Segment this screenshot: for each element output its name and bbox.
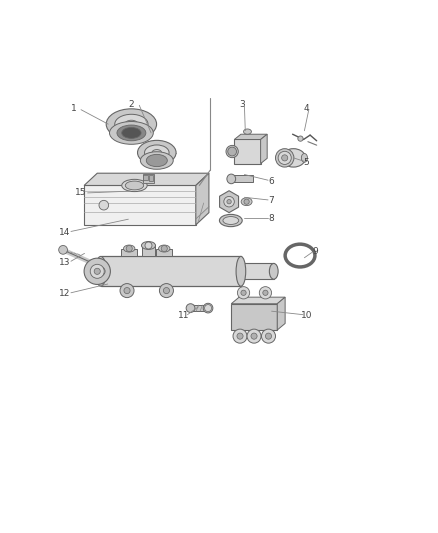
- Bar: [241, 263, 274, 279]
- Polygon shape: [196, 173, 209, 225]
- Bar: [149, 175, 153, 181]
- Circle shape: [120, 284, 134, 297]
- Ellipse shape: [276, 149, 294, 167]
- Circle shape: [298, 136, 303, 141]
- Ellipse shape: [117, 125, 146, 141]
- Bar: [101, 256, 241, 286]
- Ellipse shape: [269, 263, 278, 279]
- Bar: [234, 140, 261, 164]
- Ellipse shape: [115, 114, 148, 134]
- Circle shape: [145, 242, 152, 249]
- Ellipse shape: [141, 241, 155, 249]
- Ellipse shape: [226, 146, 238, 158]
- Text: 5: 5: [304, 158, 310, 167]
- Circle shape: [237, 333, 243, 339]
- Ellipse shape: [138, 140, 176, 165]
- Text: 2: 2: [129, 100, 134, 109]
- Ellipse shape: [152, 150, 162, 156]
- Circle shape: [59, 246, 67, 254]
- Circle shape: [237, 287, 250, 299]
- Text: 3: 3: [239, 100, 245, 109]
- Polygon shape: [84, 173, 209, 185]
- Bar: [142, 246, 155, 256]
- Ellipse shape: [140, 152, 173, 169]
- Circle shape: [84, 258, 110, 285]
- Circle shape: [278, 151, 291, 165]
- Ellipse shape: [124, 245, 135, 252]
- Polygon shape: [84, 185, 196, 225]
- Circle shape: [233, 329, 247, 343]
- Circle shape: [251, 333, 257, 339]
- Circle shape: [282, 155, 288, 161]
- Text: 7: 7: [268, 196, 275, 205]
- Polygon shape: [261, 134, 267, 164]
- Ellipse shape: [122, 179, 147, 191]
- Text: 15: 15: [75, 189, 87, 197]
- Ellipse shape: [125, 120, 138, 128]
- Bar: [143, 174, 154, 183]
- Text: 6: 6: [268, 176, 275, 185]
- Ellipse shape: [219, 214, 242, 227]
- Polygon shape: [277, 297, 285, 330]
- Ellipse shape: [125, 181, 144, 190]
- Text: 8: 8: [268, 214, 275, 223]
- Circle shape: [228, 147, 237, 156]
- Circle shape: [247, 329, 261, 343]
- Bar: [231, 175, 253, 182]
- Text: 4: 4: [304, 104, 309, 114]
- Ellipse shape: [122, 127, 141, 139]
- Ellipse shape: [106, 109, 157, 140]
- Circle shape: [263, 290, 268, 295]
- Circle shape: [163, 287, 170, 294]
- Ellipse shape: [301, 154, 307, 162]
- Bar: [231, 304, 277, 330]
- Text: 9: 9: [312, 247, 318, 256]
- Ellipse shape: [110, 122, 153, 144]
- Bar: [143, 175, 148, 180]
- Circle shape: [205, 304, 212, 312]
- Circle shape: [244, 199, 249, 204]
- Circle shape: [259, 287, 272, 299]
- Circle shape: [124, 287, 130, 294]
- Polygon shape: [234, 134, 267, 140]
- Ellipse shape: [186, 304, 195, 312]
- Bar: [191, 305, 208, 311]
- Ellipse shape: [227, 174, 236, 184]
- Circle shape: [161, 246, 167, 252]
- Text: 10: 10: [301, 311, 312, 320]
- Ellipse shape: [203, 303, 213, 313]
- Text: 14: 14: [59, 228, 71, 237]
- Ellipse shape: [290, 248, 311, 263]
- Text: 1: 1: [71, 104, 77, 114]
- Circle shape: [99, 200, 109, 210]
- Circle shape: [96, 267, 105, 276]
- Ellipse shape: [159, 245, 170, 252]
- Ellipse shape: [223, 216, 239, 224]
- Circle shape: [90, 264, 104, 278]
- Ellipse shape: [145, 145, 169, 160]
- Circle shape: [265, 333, 272, 339]
- Circle shape: [94, 268, 100, 274]
- Text: 12: 12: [59, 289, 71, 298]
- Circle shape: [224, 197, 234, 207]
- Ellipse shape: [281, 149, 306, 167]
- Polygon shape: [219, 191, 239, 213]
- Circle shape: [261, 329, 276, 343]
- Ellipse shape: [146, 155, 167, 167]
- Circle shape: [241, 290, 246, 295]
- Ellipse shape: [95, 256, 106, 286]
- Ellipse shape: [236, 256, 246, 286]
- Polygon shape: [231, 297, 285, 304]
- Ellipse shape: [244, 129, 251, 134]
- Circle shape: [227, 199, 231, 204]
- Circle shape: [159, 284, 173, 297]
- Bar: [121, 248, 137, 256]
- Text: 11: 11: [178, 311, 190, 320]
- Ellipse shape: [241, 198, 252, 206]
- Circle shape: [126, 246, 132, 252]
- Bar: [156, 248, 172, 256]
- Text: 13: 13: [59, 257, 71, 266]
